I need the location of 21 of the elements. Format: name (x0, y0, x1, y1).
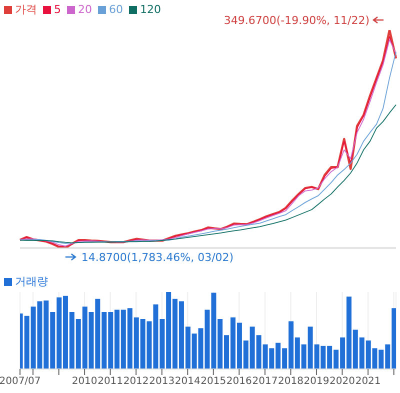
x-tick-label: 2020 (330, 376, 355, 388)
x-tick-label: 2013 (149, 376, 175, 388)
legend-label: 5 (53, 2, 61, 17)
x-tick-label: 2019 (304, 376, 330, 388)
x-tick-label: 2010 (72, 376, 98, 388)
x-tick-label: 2011 (98, 376, 124, 388)
x-tick-label: 2007/07 (0, 376, 41, 388)
legend-label: 120 (139, 2, 161, 17)
x-tick-label: 2015 (200, 376, 226, 388)
x-tick-label: 2014 (174, 376, 200, 388)
x-tick-label: 2016 (226, 376, 252, 388)
x-tick-label: 2012 (123, 376, 149, 388)
text: 14.8700(1,783.46%, 03/02) (81, 251, 234, 264)
legend-label: 가격 (14, 2, 37, 17)
text: 349.6700(-19.90%, 11/22) (224, 14, 370, 27)
legend-label: 거래량 (14, 274, 48, 289)
x-tick-label: 2017 (252, 376, 278, 388)
x-tick-label: 2018 (278, 376, 304, 388)
legend-label: 20 (77, 2, 92, 17)
x-tick-label: 2021 (355, 376, 381, 388)
legend-label: 60 (108, 2, 123, 17)
